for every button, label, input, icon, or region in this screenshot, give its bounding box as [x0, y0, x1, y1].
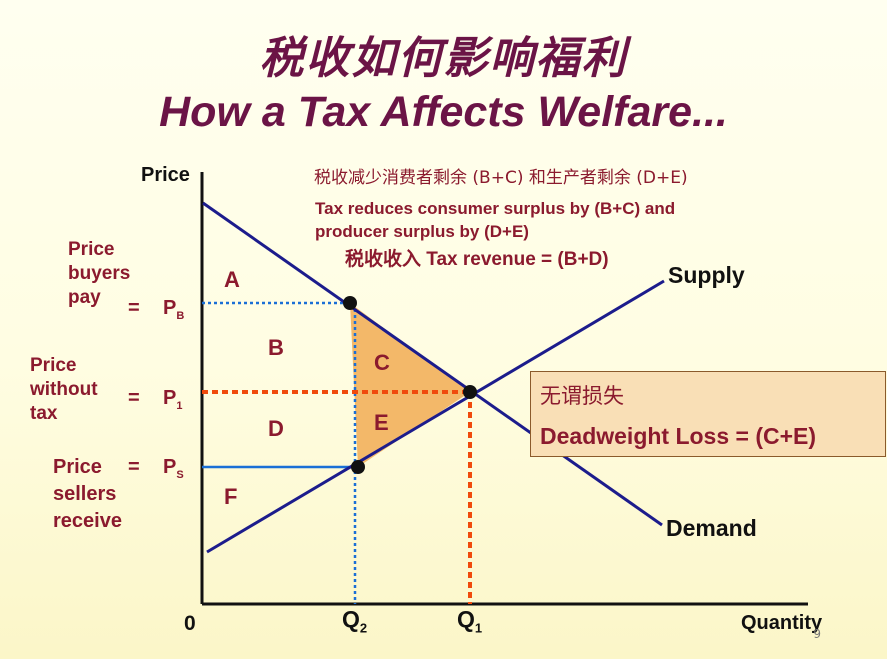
tax-revenue-note: 税收收入 Tax revenue = (B+D)	[345, 249, 609, 270]
q2-label: Q2	[342, 606, 368, 636]
x-axis-label: Quantity	[741, 612, 823, 634]
note-chinese: 税收减少消费者剩余 (B+C) 和生产者剩余 (D+E)	[314, 168, 688, 188]
demand-label: Demand	[666, 515, 757, 541]
price-buyers-pay-label: Price buyers pay	[68, 239, 131, 308]
deadweight-loss-box	[530, 371, 886, 457]
deadweight-loss-triangle	[350, 303, 470, 467]
region-a-label: A	[224, 267, 240, 292]
title-english: How a Tax Affects Welfare...	[159, 88, 728, 136]
seller-price-point	[351, 460, 365, 474]
price-without-tax-label: Price without tax	[30, 355, 98, 424]
note-english-line1: Tax reduces consumer surplus by (B+C) an…	[315, 199, 676, 218]
price-sellers-receive-label: Price sellers receive	[53, 456, 122, 532]
y-axis-label: Price	[141, 164, 190, 186]
ps-equals: =	[128, 456, 140, 478]
page-number: 9	[813, 627, 821, 641]
note-english-line2: producer surplus by (D+E)	[315, 222, 529, 241]
supply-label: Supply	[668, 262, 745, 288]
region-b-label: B	[268, 335, 284, 360]
region-e-label: E	[374, 410, 389, 435]
supply-curve	[206, 279, 665, 554]
region-f-label: F	[224, 484, 238, 509]
region-c-label: C	[374, 350, 390, 375]
deadweight-loss-chinese: 无谓损失	[540, 384, 624, 408]
ps-label: PS	[163, 456, 184, 481]
q1-label: Q1	[457, 606, 483, 636]
p1-label: P1	[163, 387, 183, 412]
deadweight-loss-english: Deadweight Loss = (C+E)	[540, 423, 817, 449]
origin-label: 0	[184, 612, 196, 635]
demand-curve	[202, 201, 663, 527]
title-chinese: 税收如何影响福利	[259, 33, 628, 84]
pb-label: PB	[163, 297, 185, 322]
region-d-label: D	[268, 416, 284, 441]
equilibrium-point	[463, 385, 477, 399]
pb-equals: =	[128, 297, 140, 319]
buyer-price-point	[343, 296, 357, 310]
p1-equals: =	[128, 387, 140, 409]
